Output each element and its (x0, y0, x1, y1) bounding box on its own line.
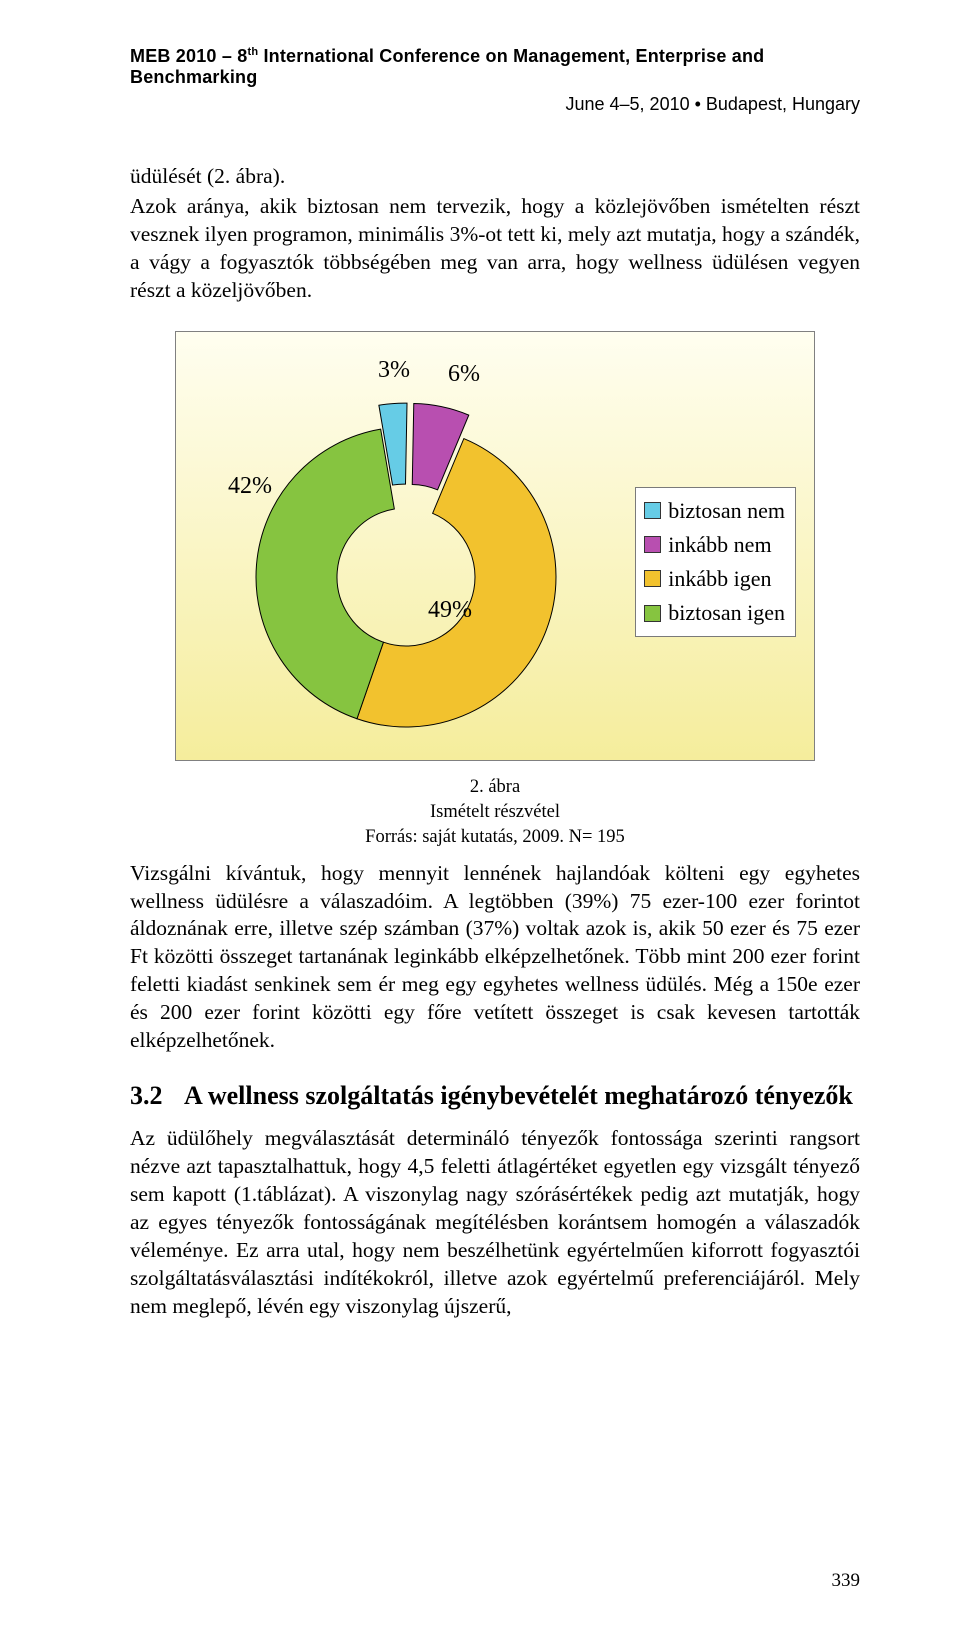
legend-label: biztosan igen (668, 596, 785, 630)
slice-label-6pct: 6% (448, 361, 480, 388)
legend-label: biztosan nem (668, 494, 785, 528)
slice-label-3pct: 3% (378, 357, 410, 384)
caption-source: Forrás: saját kutatás, 2009. N= 195 (365, 827, 625, 847)
legend-swatch (644, 605, 661, 622)
running-date: June 4–5, 2010 • Budapest, Hungary (130, 94, 860, 115)
legend-row: inkább igen (644, 562, 785, 596)
slice-label-49pct: 49% (428, 597, 472, 624)
running-header: MEB 2010 – 8th International Conference … (130, 46, 860, 88)
slice-label-42pct: 42% (228, 473, 272, 500)
section-heading: 3.2 A wellness szolgáltatás igénybevétel… (130, 1081, 860, 1111)
paragraph-1: Azok aránya, akik biztosan nem tervezik,… (130, 193, 860, 305)
legend-row: inkább nem (644, 528, 785, 562)
section-title: A wellness szolgáltatás igénybevételét m… (184, 1081, 860, 1111)
chart-legend: biztosan nem inkább nem inkább igen bizt… (635, 487, 796, 637)
caption-title: 2. ábra (470, 777, 520, 797)
legend-swatch (644, 502, 661, 519)
legend-row: biztosan nem (644, 494, 785, 528)
page: MEB 2010 – 8th International Conference … (0, 0, 960, 1632)
donut-chart: 3% 6% 49% 42% biztosan nem inkább nem in… (175, 331, 815, 761)
paragraph-2: Vizsgálni kívántuk, hogy mennyit lennéne… (130, 860, 860, 1056)
section-number: 3.2 (130, 1081, 184, 1111)
legend-label: inkább nem (668, 528, 771, 562)
intro-line: üdülését (2. ábra). (130, 163, 860, 191)
donut-svg (226, 357, 586, 737)
legend-label: inkább igen (668, 562, 771, 596)
legend-swatch (644, 570, 661, 587)
donut-area: 3% 6% 49% 42% (226, 357, 586, 737)
caption-sub: Ismételt részvétel (430, 802, 560, 822)
chart-caption: 2. ábra Ismételt részvétel Forrás: saját… (130, 775, 860, 850)
legend-swatch (644, 536, 661, 553)
legend-row: biztosan igen (644, 596, 785, 630)
page-number: 339 (832, 1570, 861, 1592)
paragraph-3: Az üdülőhely megválasztását determináló … (130, 1125, 860, 1321)
